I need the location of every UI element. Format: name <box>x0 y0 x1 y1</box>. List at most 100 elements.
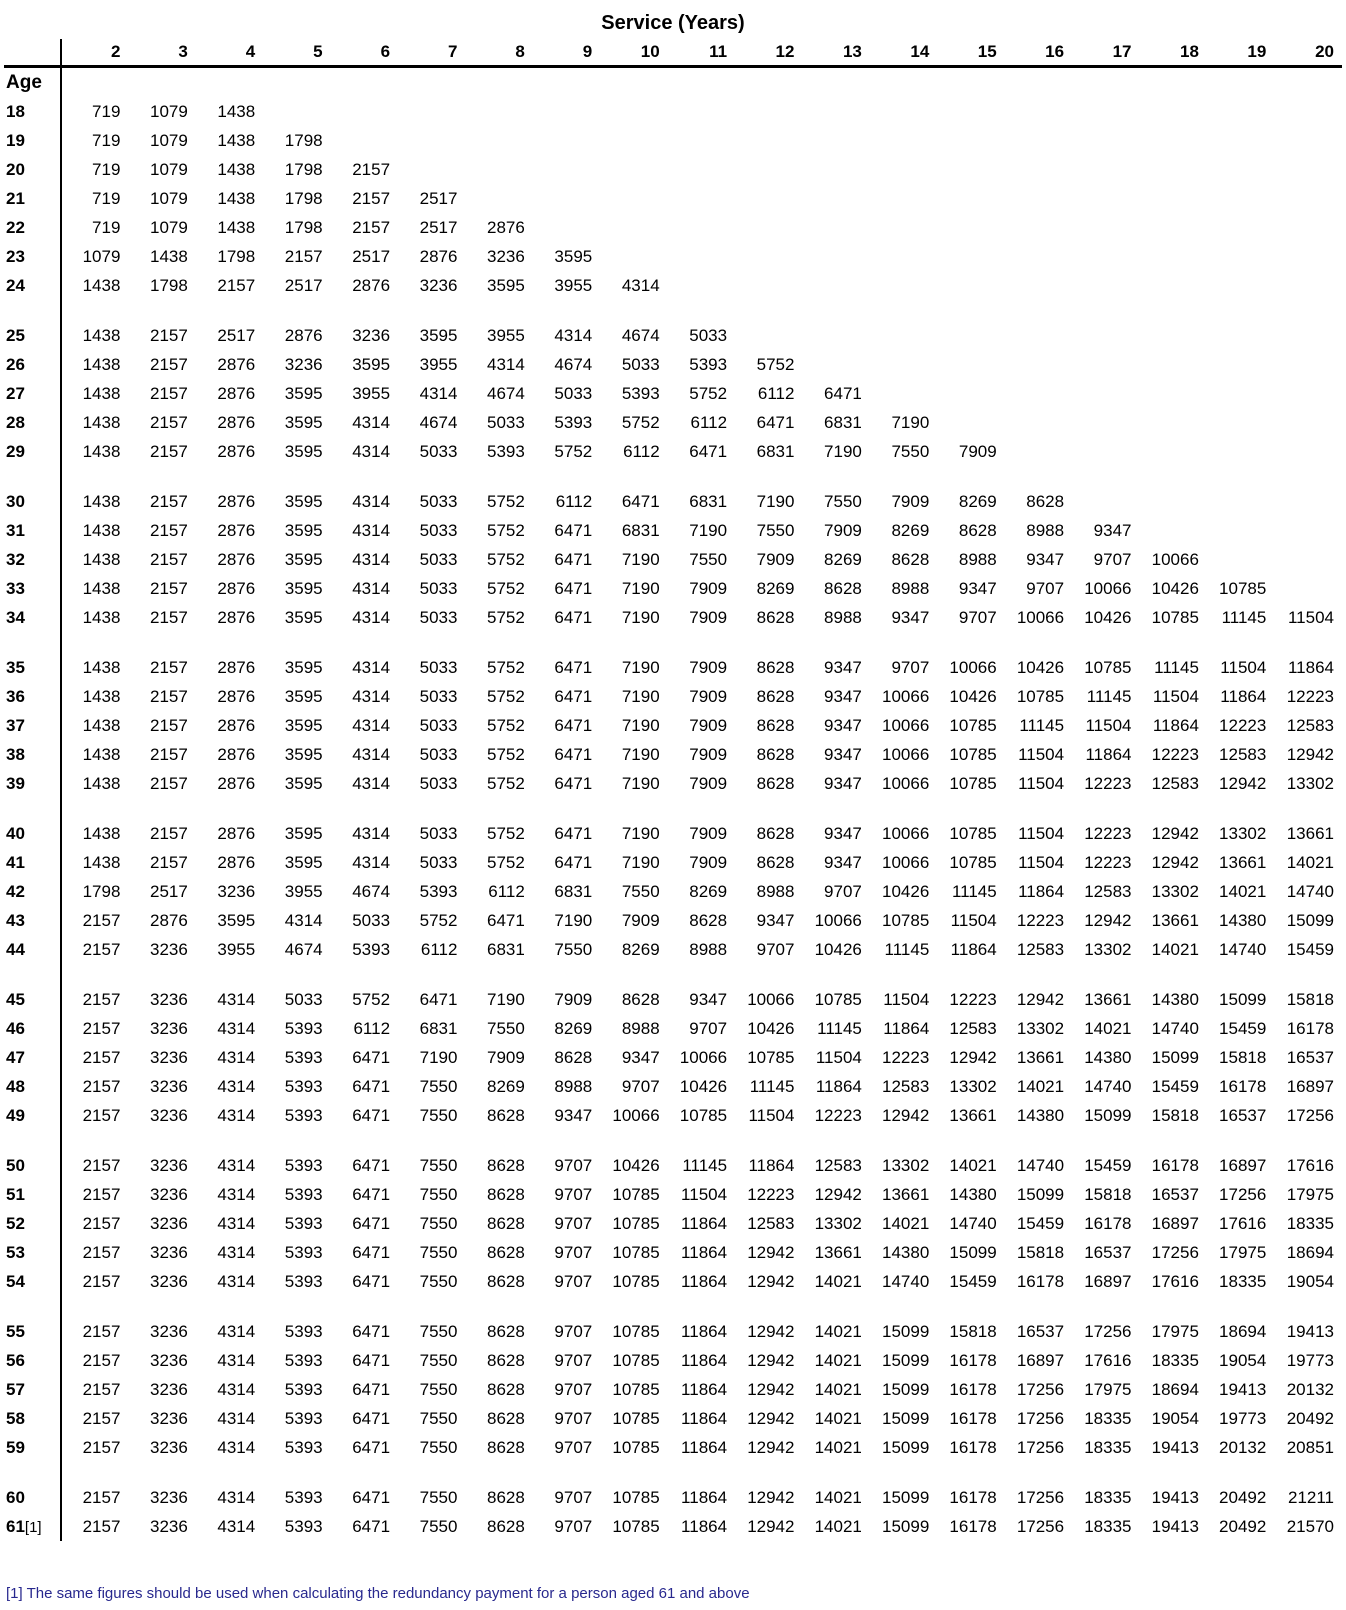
payment-value-cell: 4314 <box>352 852 391 872</box>
payment-value-cell: 15459 <box>1151 1076 1199 1096</box>
table-row: 25 1438 2157 2517 2876 3236 3595 3955 4314 4674 50… <box>4 321 1342 350</box>
table-row: 56 2157 3236 4314 5393 6471 7550 8628 9707 10785 1… <box>4 1346 1342 1375</box>
payment-value-cell: 1438 <box>82 607 121 627</box>
payment-value-cell: 7190 <box>891 412 930 432</box>
payment-value-cell: 5033 <box>419 491 458 511</box>
empty-cell <box>937 321 1004 350</box>
table-row: 18 719 1079 1438 <box>4 97 1342 126</box>
payment-value-cell: 16178 <box>949 1408 997 1428</box>
payment-value-cell: 8628 <box>689 910 728 930</box>
payment-value-cell: 15818 <box>949 1321 997 1341</box>
payment-value-cell: 7550 <box>419 1213 458 1233</box>
payment-value-cell: 15099 <box>882 1437 930 1457</box>
table-row: 36 1438 2157 2876 3595 4314 5033 5752 6471 7190 79… <box>4 682 1342 711</box>
payment-value-cell: 3236 <box>149 1321 188 1341</box>
payment-value-cell: 1079 <box>149 130 188 150</box>
service-year-header: 16 <box>1004 39 1073 68</box>
payment-value-cell: 8628 <box>487 1213 525 1233</box>
table-row: 28 1438 2157 2876 3595 4314 4674 5033 5393 5752 61… <box>4 408 1342 437</box>
payment-value-cell: 12223 <box>1286 686 1334 706</box>
empty-cell <box>1005 242 1072 271</box>
payment-value-cell: 3236 <box>352 325 391 345</box>
payment-value-cell: 9707 <box>554 1437 593 1457</box>
empty-cell <box>1005 97 1072 126</box>
payment-value-cell: 14021 <box>1016 1076 1065 1096</box>
payment-value-cell: 14740 <box>1016 1155 1065 1175</box>
payment-value-cell: 2157 <box>82 989 121 1009</box>
empty-cell <box>465 67 532 98</box>
table-row: 55 2157 3236 4314 5393 6471 7550 8628 9707 10785 1… <box>4 1317 1342 1346</box>
payment-value-cell: 1798 <box>217 246 256 266</box>
payment-value-cell: 16897 <box>1084 1271 1132 1291</box>
age-header-row: Age <box>4 66 1342 98</box>
table-header: 2 3 4 5 6 7 8 9 10 11 12 13 14 15 16 17 18 19 20 <box>4 39 1342 68</box>
age-label: 39 <box>4 769 62 798</box>
payment-value-cell: 12583 <box>882 1076 930 1096</box>
payment-value-cell: 7909 <box>689 773 728 793</box>
empty-cell <box>1207 545 1274 574</box>
payment-value-cell: 8988 <box>689 939 728 959</box>
empty-cell <box>1005 321 1072 350</box>
payment-value-cell: 14380 <box>1084 1047 1132 1067</box>
empty-cell <box>600 242 667 271</box>
payment-value-cell: 16537 <box>1016 1321 1065 1341</box>
payment-value-cell: 10426 <box>949 686 997 706</box>
empty-cell <box>668 155 735 184</box>
payment-value-cell: 4674 <box>284 939 323 959</box>
age-label: 58 <box>4 1404 62 1433</box>
payment-value-cell: 15459 <box>1286 939 1334 959</box>
payment-value-cell: 17616 <box>1084 1350 1132 1370</box>
payment-value-cell: 6831 <box>689 491 728 511</box>
empty-cell <box>735 271 802 300</box>
payment-value-cell: 3595 <box>352 354 391 374</box>
payment-value-cell: 12942 <box>1151 852 1199 872</box>
payment-value-cell: 11145 <box>1019 715 1065 735</box>
payment-value-cell: 5393 <box>284 1271 323 1291</box>
empty-cell <box>1274 184 1342 213</box>
payment-value-cell: 6471 <box>689 441 728 461</box>
payment-value-cell: 1798 <box>82 881 121 901</box>
payment-value-cell: 7550 <box>891 441 930 461</box>
payment-value-cell: 11145 <box>749 1076 795 1096</box>
payment-value-cell: 3955 <box>352 383 391 403</box>
payment-value-cell: 3236 <box>149 1242 188 1262</box>
empty-cell <box>1207 242 1274 271</box>
payment-value-cell: 10785 <box>882 910 930 930</box>
payment-value-cell: 11864 <box>815 1076 862 1096</box>
empty-cell <box>1072 97 1139 126</box>
spacer-age-cell <box>4 632 62 653</box>
payment-value-cell: 2517 <box>419 188 458 208</box>
payment-value-cell: 3236 <box>149 1213 188 1233</box>
age-label: 28 <box>4 408 62 437</box>
payment-value-cell: 7909 <box>689 744 728 764</box>
payment-value-cell: 18694 <box>1219 1321 1267 1341</box>
table-row: 61[1] 2157 3236 4314 5393 6471 7550 8628 9707 107… <box>4 1512 1342 1541</box>
payment-value-cell: 11504 <box>950 910 997 930</box>
payment-value-cell: 18335 <box>1151 1350 1199 1370</box>
payment-value-cell: 8628 <box>487 1350 525 1370</box>
payment-value-cell: 1438 <box>82 715 121 735</box>
payment-value-cell: 1438 <box>217 159 256 179</box>
empty-cell <box>937 184 1004 213</box>
age-label: 51 <box>4 1180 62 1209</box>
payment-value-cell: 9347 <box>824 852 862 872</box>
payment-value-cell: 12942 <box>747 1242 795 1262</box>
payment-value-cell: 9707 <box>958 607 997 627</box>
payment-value-cell: 6112 <box>353 1018 391 1038</box>
empty-cell <box>263 67 330 98</box>
payment-value-cell: 11864 <box>883 1018 930 1038</box>
payment-value-cell: 2157 <box>352 188 391 208</box>
payment-value-cell: 2157 <box>82 1379 121 1399</box>
payment-value-cell: 1438 <box>82 354 121 374</box>
empty-cell <box>1140 67 1207 98</box>
age-label: 19 <box>4 126 62 155</box>
payment-value-cell: 3595 <box>284 852 323 872</box>
payment-value-cell: 1438 <box>82 744 121 764</box>
payment-value-cell: 11145 <box>1221 607 1267 627</box>
payment-value-cell: 7550 <box>419 1271 458 1291</box>
payment-value-cell: 5393 <box>284 1321 323 1341</box>
payment-value-cell: 4314 <box>217 1350 256 1370</box>
payment-value-cell: 7909 <box>689 715 728 735</box>
payment-value-cell: 2157 <box>149 578 188 598</box>
payment-value-cell: 6471 <box>352 1321 391 1341</box>
